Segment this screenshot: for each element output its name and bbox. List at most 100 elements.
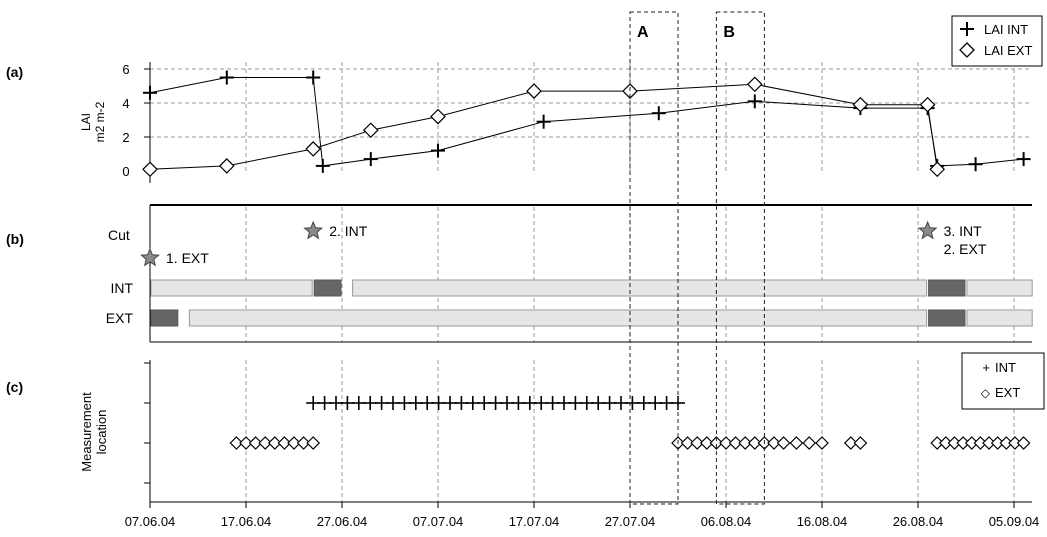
lai-int-point: [143, 85, 157, 100]
cut-label-1: 1. EXT: [166, 250, 209, 266]
lai-int-point: [363, 152, 378, 167]
legend-a-int-label: LAI INT: [984, 22, 1028, 37]
cut-period-bar: [150, 309, 179, 327]
y-tick-label-a: 4: [122, 96, 129, 111]
lai-int-point: [219, 70, 234, 85]
panel-c-ylabel-line2: location: [94, 410, 109, 455]
measurement-ext-point: [277, 436, 292, 450]
highlight-box-label: B: [723, 24, 735, 41]
measurement-ext-point: [815, 436, 829, 450]
legend-c-int-symbol: +: [982, 360, 990, 375]
cut-period-bar: [313, 279, 342, 297]
measurement-ext-point: [267, 436, 282, 450]
legend-c-box: [961, 352, 1045, 410]
measurement-ext-point: [248, 436, 263, 450]
legend-panel-c: + INT ◇ EXT: [961, 352, 1045, 410]
row-label: EXT: [106, 310, 134, 326]
cut-period-bar: [928, 309, 966, 327]
highlight-box-a: [629, 11, 679, 505]
lai-int-point: [651, 106, 666, 121]
labels-layer: (a) (b) (c) LAI m2 m-2 Measurement locat…: [6, 62, 1039, 529]
panel-a-ylabel-line1: LAI: [79, 113, 93, 131]
measurement-ext-point: [843, 436, 858, 450]
lai-ext-point: [746, 76, 763, 93]
growth-period-bar: [352, 279, 928, 297]
lai-int-point: [747, 94, 762, 109]
x-tick-label: 27.06.04: [317, 514, 368, 529]
lai-ext-point: [526, 83, 542, 99]
lai-ext-point: [919, 96, 936, 113]
cut-label-1: 2. INT: [329, 223, 368, 239]
x-tick-label: 05.09.04: [989, 514, 1040, 529]
markers-layer: [140, 70, 1031, 450]
measurement-ext-point: [258, 436, 273, 450]
measurement-ext-point: [680, 436, 695, 450]
measurement-ext-point: [802, 436, 817, 450]
x-tick-label: 26.08.04: [893, 514, 944, 529]
legend-a-ext-label: LAI EXT: [984, 43, 1032, 58]
lai-ext-point: [622, 83, 638, 99]
axes-layer: [144, 62, 1032, 503]
y-tick-label-a: 6: [122, 62, 129, 77]
measurement-ext-point: [747, 436, 762, 450]
bars-layer: [150, 279, 1033, 327]
measurement-ext-point: [719, 436, 733, 450]
lai-ext-point: [430, 108, 446, 125]
cut-label-2: 2. EXT: [944, 241, 987, 257]
x-tick-label: 06.08.04: [701, 514, 752, 529]
cut-star-icon: [917, 220, 938, 240]
measurement-ext-point: [853, 436, 868, 450]
legend-c-ext-label: EXT: [995, 385, 1020, 400]
y-tick-label-a: 2: [122, 130, 129, 145]
panel-c-label: (c): [6, 379, 23, 395]
x-tick-label: 16.08.04: [797, 514, 848, 529]
x-tick-label: 17.06.04: [221, 514, 272, 529]
measurement-ext-point: [738, 436, 753, 450]
highlight-box-b: [715, 11, 765, 505]
lai-int-point: [431, 143, 445, 158]
lai-ext-point: [218, 158, 235, 174]
measurement-ext-point: [789, 436, 804, 450]
measurement-ext-point: [690, 436, 705, 450]
lai-int-point: [306, 70, 321, 85]
cut-label-1: 3. INT: [944, 223, 983, 239]
measurement-ext-point: [709, 436, 724, 450]
lines-layer: [149, 77, 1024, 170]
growth-period-bar: [966, 279, 1033, 297]
x-tick-label: 07.06.04: [125, 514, 176, 529]
panel-c-ylabel-line1: Measurement: [79, 392, 94, 472]
measurement-ext-point: [767, 436, 781, 450]
x-tick-label: 27.07.04: [605, 514, 656, 529]
measurement-ext-point: [699, 436, 714, 450]
measurement-ext-point: [728, 436, 743, 450]
lai-int-point: [315, 158, 330, 173]
lai-ext-point: [929, 161, 946, 178]
cut-period-bar: [928, 279, 966, 297]
legend-c-int-label: INT: [995, 360, 1016, 375]
lai-int-point: [536, 114, 551, 129]
cut-star-icon: [140, 247, 160, 267]
lai-int-point: [1016, 152, 1031, 167]
growth-period-bar: [150, 279, 313, 297]
measurement-ext-point: [306, 436, 321, 450]
lai-ext-point: [142, 161, 158, 178]
panel-b-label: (b): [6, 231, 24, 247]
cut-star-icon: [303, 220, 324, 240]
panel-a-ylabel-line2: m2 m-2: [93, 101, 107, 142]
x-tick-label: 07.07.04: [413, 514, 464, 529]
measurement-ext-point: [1016, 436, 1031, 450]
legend-a-diamond-icon: [959, 42, 975, 58]
lai-ext-point: [852, 96, 869, 113]
measurement-ext-point: [296, 436, 311, 450]
lai-int-point: [968, 157, 983, 172]
row-label: INT: [110, 280, 133, 296]
measurement-ext-point: [229, 436, 244, 450]
lai-ext-point: [362, 122, 379, 139]
y-tick-label-a: 0: [122, 164, 129, 179]
panel-a-label: (a): [6, 64, 23, 80]
measurement-ext-point: [776, 436, 791, 450]
legend-c-ext-symbol: ◇: [981, 386, 991, 400]
